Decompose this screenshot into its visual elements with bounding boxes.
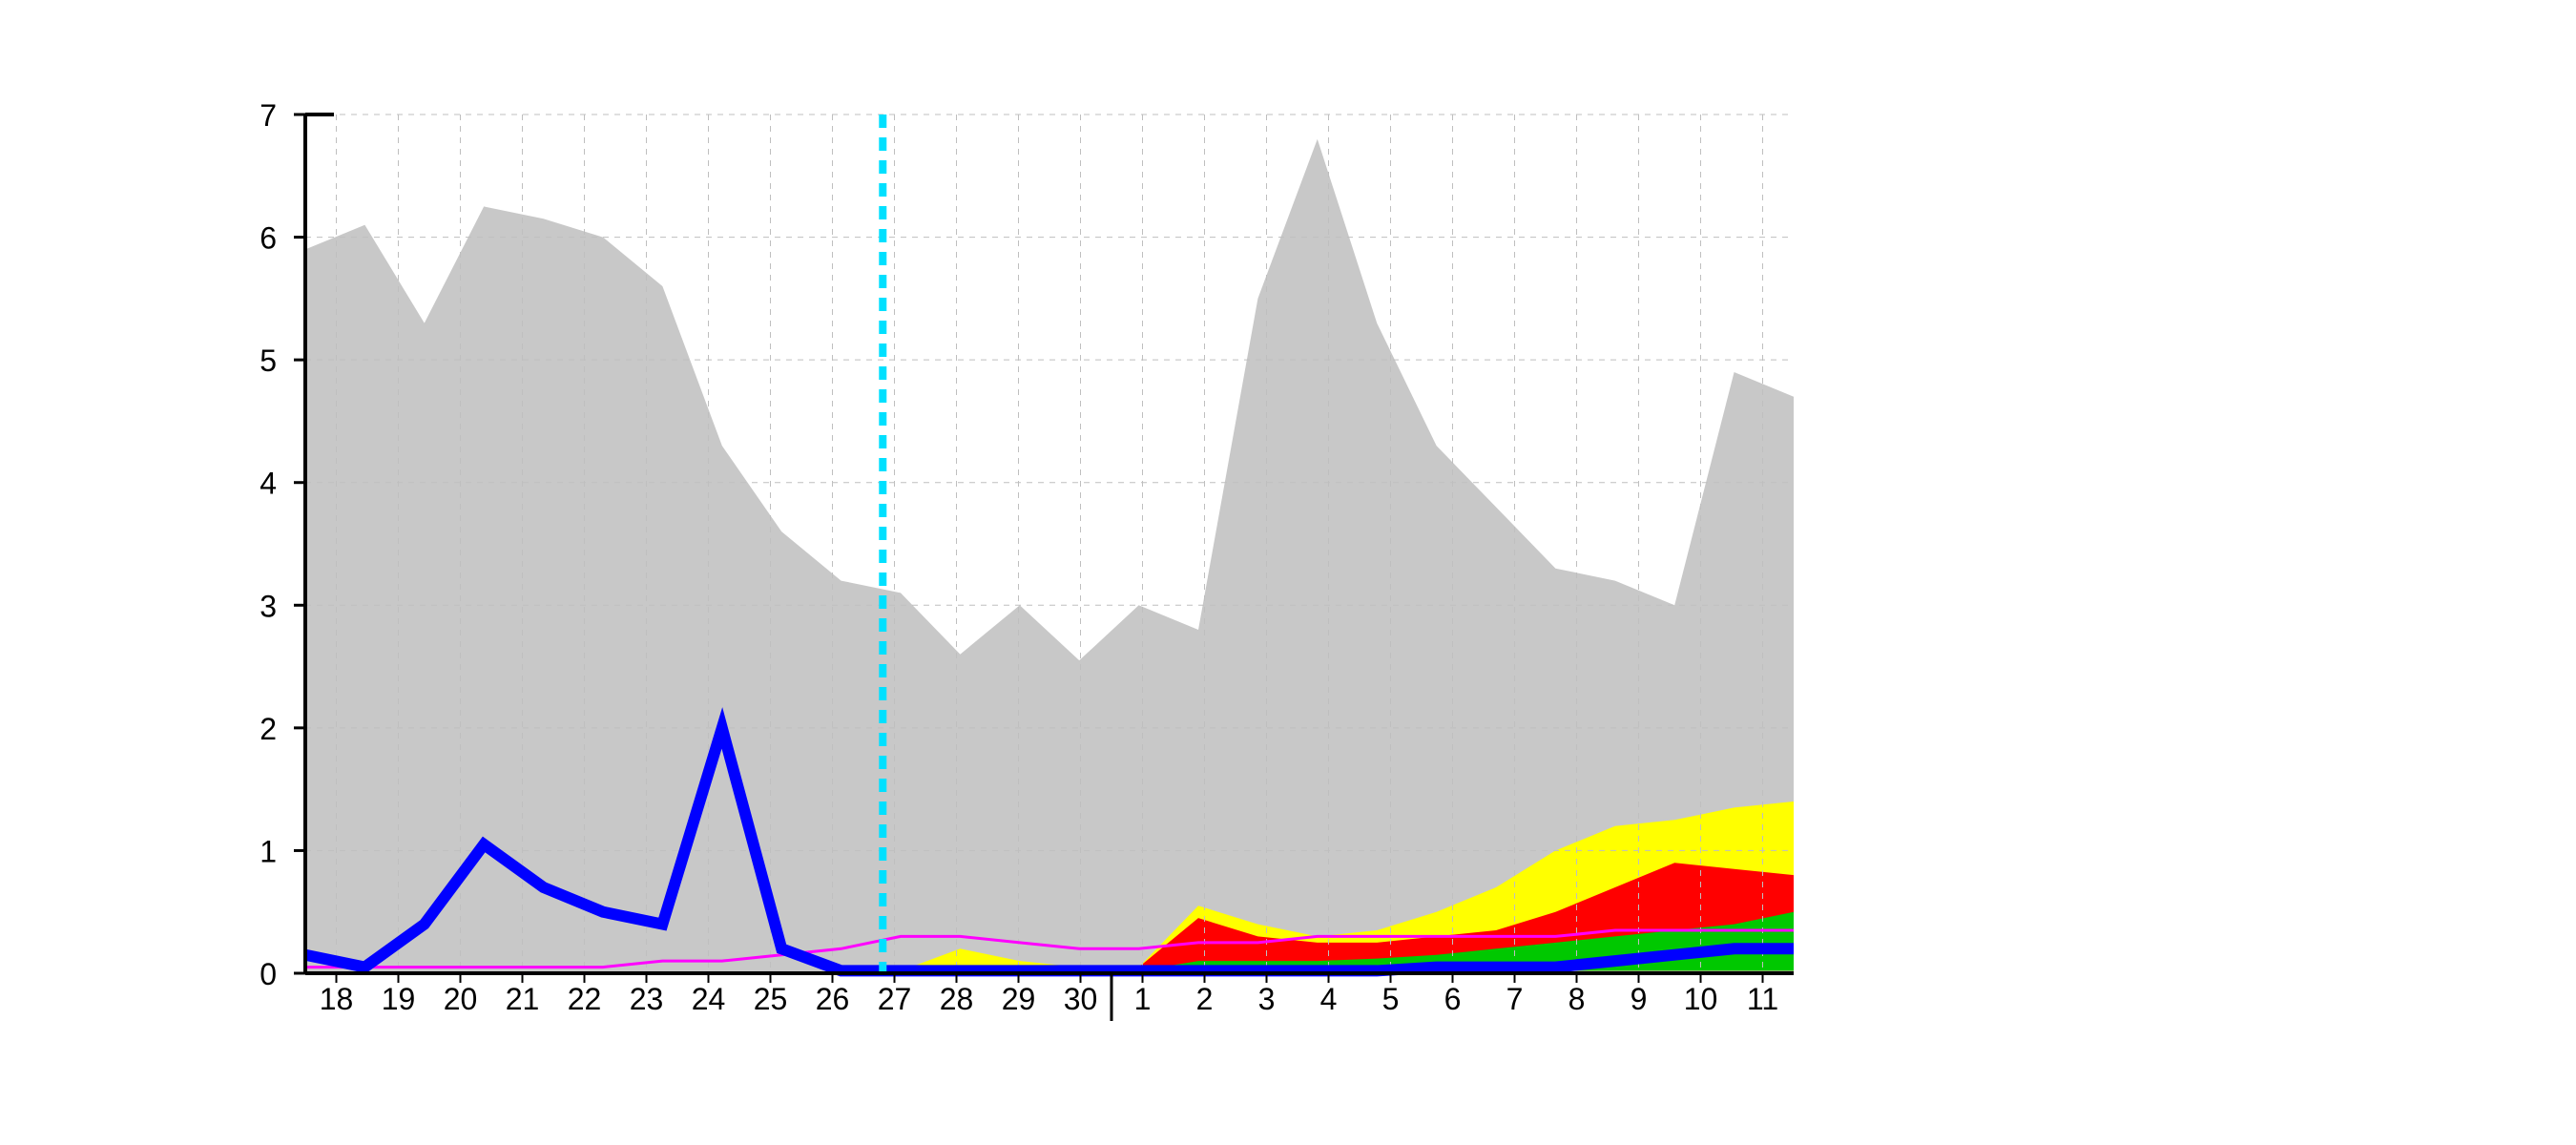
xtick-label: 22: [568, 982, 602, 1016]
chart-svg: 0123456718192021222324252627282930123456…: [0, 0, 2576, 1145]
ytick-label: 0: [260, 957, 277, 991]
xtick-label: 3: [1258, 982, 1276, 1016]
xtick-label: 10: [1684, 982, 1718, 1016]
ytick-label: 2: [260, 712, 277, 746]
xtick-label: 25: [754, 982, 788, 1016]
xtick-label: 2: [1196, 982, 1214, 1016]
xtick-label: 5: [1382, 982, 1400, 1016]
xtick-label: 7: [1506, 982, 1524, 1016]
xtick-label: 1: [1134, 982, 1152, 1016]
ytick-label: 6: [260, 221, 277, 256]
xtick-label: 11: [1747, 982, 1778, 1016]
xtick-label: 23: [630, 982, 664, 1016]
xtick-label: 21: [506, 982, 540, 1016]
xtick-label: 29: [1002, 982, 1036, 1016]
xtick-label: 24: [692, 982, 726, 1016]
ytick-label: 5: [260, 344, 277, 378]
ytick-label: 7: [260, 98, 277, 133]
xtick-label: 4: [1320, 982, 1338, 1016]
xtick-label: 18: [320, 982, 354, 1016]
ytick-label: 1: [260, 834, 277, 868]
xtick-label: 26: [816, 982, 850, 1016]
xtick-label: 9: [1631, 982, 1648, 1016]
ytick-label: 3: [260, 589, 277, 623]
chart-container: 0123456718192021222324252627282930123456…: [0, 0, 2576, 1145]
xtick-label: 6: [1444, 982, 1462, 1016]
xtick-label: 27: [878, 982, 912, 1016]
xtick-label: 8: [1568, 982, 1586, 1016]
xtick-label: 30: [1064, 982, 1098, 1016]
ytick-label: 4: [260, 467, 277, 501]
xtick-label: 20: [444, 982, 478, 1016]
xtick-label: 28: [940, 982, 974, 1016]
xtick-label: 19: [382, 982, 416, 1016]
